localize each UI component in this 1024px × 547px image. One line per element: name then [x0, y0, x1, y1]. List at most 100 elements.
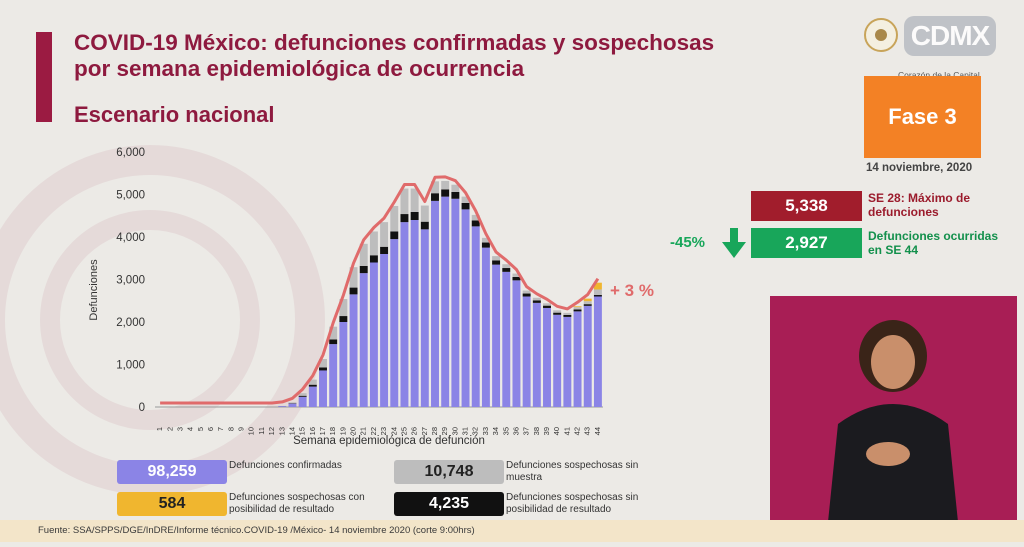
bar-segment — [573, 306, 582, 308]
bar-segment — [553, 312, 562, 315]
x-tick-label: 22 — [369, 427, 378, 435]
bar-segment — [369, 262, 378, 407]
bar-segment — [481, 242, 490, 248]
bar-segment — [471, 214, 480, 221]
current-deaths-label: Defunciones ocurridas en SE 44 — [868, 229, 999, 257]
bar-segment — [329, 339, 338, 345]
bar-segment — [359, 265, 368, 274]
bar-segment — [553, 310, 562, 313]
bar-segment — [481, 237, 490, 243]
bar-segment — [308, 384, 317, 387]
title-line-1: COVID-19 México: defunciones confirmadas… — [74, 30, 715, 55]
bar-segment — [380, 254, 389, 407]
bar-segment — [512, 273, 521, 277]
bar-segment — [431, 181, 439, 194]
x-tick-label: 19 — [338, 427, 347, 435]
x-tick-label: 5 — [196, 427, 205, 431]
x-tick-label: 44 — [593, 427, 602, 435]
y-tick-label: 4,000 — [116, 232, 145, 244]
bar-segment — [593, 289, 602, 296]
x-tick-label: 6 — [206, 427, 215, 431]
y-tick-label: 2,000 — [116, 317, 145, 329]
bar-segment — [461, 209, 470, 407]
x-tick-label: 23 — [379, 427, 388, 435]
bar-segment — [400, 214, 409, 223]
bar-segment — [319, 370, 327, 407]
bar-segment — [451, 198, 460, 407]
trend-line — [160, 175, 600, 405]
max-deaths-value: 5,338 — [751, 191, 862, 221]
y-axis-label: Defunciones — [88, 259, 100, 321]
x-tick-label: 41 — [562, 427, 571, 435]
bar-segment — [502, 271, 511, 407]
bar-segment — [461, 196, 470, 203]
bar-segment — [563, 314, 572, 317]
x-tick-label: 37 — [522, 427, 531, 435]
bar-segment — [512, 276, 521, 281]
bar-segment — [532, 297, 541, 301]
footer-source: Fuente: SSA/SPPS/DGE/InDRE/Informe técni… — [38, 525, 475, 536]
y-tick-label: 3,000 — [116, 275, 145, 287]
bar-segment — [339, 299, 348, 317]
x-tick-label: 38 — [532, 427, 541, 435]
bar-segment — [359, 273, 368, 407]
legend-value: 98,259 — [117, 460, 227, 484]
x-tick-label: 14 — [287, 427, 296, 435]
title-accent-bar — [36, 32, 52, 122]
x-tick-label: 13 — [277, 427, 286, 435]
legend-value: 10,748 — [394, 460, 504, 484]
bar-segment — [400, 188, 409, 215]
bar-segment — [298, 396, 307, 407]
current-deaths-value: 2,927 — [751, 228, 862, 258]
x-tick-label: 30 — [450, 427, 459, 435]
bar-segment — [390, 239, 399, 407]
bar-segment — [492, 264, 501, 407]
bar-segment — [502, 264, 511, 269]
bar-segment — [471, 220, 480, 227]
bar-segment — [298, 395, 307, 397]
bar-segment — [563, 316, 572, 407]
bar-segment — [461, 203, 470, 210]
bar-segment — [329, 326, 338, 340]
bar-segment — [583, 301, 592, 305]
bar-segment — [522, 290, 531, 294]
bar-segment — [532, 300, 541, 303]
x-tick-label: 4 — [186, 427, 195, 431]
x-tick-label: 29 — [440, 427, 449, 435]
logo-caption: Corazón de la Capital — [898, 70, 980, 80]
x-tick-label: 8 — [226, 427, 235, 431]
x-tick-label: 20 — [349, 427, 358, 435]
bar-segment — [441, 180, 450, 190]
bar-segment — [583, 304, 592, 306]
bar-segment — [319, 367, 327, 371]
legend-value: 4,235 — [394, 492, 504, 516]
bar-segment — [339, 316, 348, 322]
bar-segment — [288, 403, 297, 407]
x-tick-label: 9 — [237, 427, 246, 431]
bar-segment — [441, 189, 450, 197]
bar-segment — [522, 296, 531, 407]
bar-segment — [522, 293, 531, 297]
sign-language-interpreter-video — [770, 296, 1017, 522]
trend-percent-label: + 3 % — [610, 281, 654, 300]
bar-segment — [573, 309, 582, 312]
chart-bars — [278, 180, 602, 407]
x-tick-label: 39 — [542, 427, 551, 435]
legend-label: Defunciones sospechosas sin muestra — [506, 460, 639, 483]
bar-segment — [543, 307, 551, 407]
bar-segment — [329, 344, 338, 407]
x-tick-label: 11 — [257, 427, 266, 435]
bar-segment — [288, 402, 297, 404]
bar-segment — [481, 247, 490, 407]
bar-segment — [492, 256, 501, 261]
bar-segment — [532, 302, 541, 407]
bar-segment — [543, 303, 551, 306]
x-tick-label: 12 — [267, 427, 276, 435]
title-line-2: por semana epidemiológica de ocurrencia — [74, 56, 525, 81]
bar-segment — [502, 268, 511, 272]
x-tick-label: 32 — [471, 427, 480, 435]
max-deaths-label: SE 28: Máximo de defunciones — [868, 191, 971, 219]
bar-segment — [349, 294, 358, 407]
bar-segment — [359, 243, 368, 266]
